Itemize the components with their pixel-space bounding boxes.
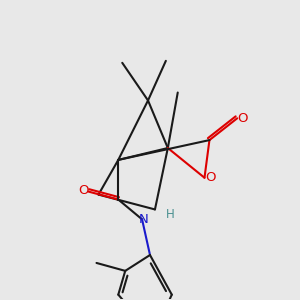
Text: O: O	[205, 171, 216, 184]
Text: O: O	[237, 112, 247, 125]
Text: O: O	[78, 184, 89, 197]
Text: H: H	[165, 208, 174, 221]
Text: N: N	[139, 213, 149, 226]
